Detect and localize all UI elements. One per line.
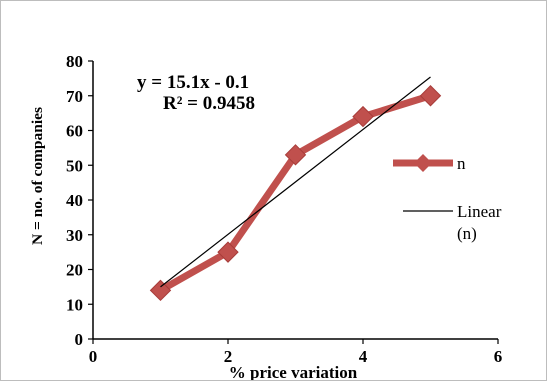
y-tick-label: 30 (66, 226, 83, 245)
y-tick-label: 20 (66, 261, 83, 280)
y-tick-labels: 0 10 20 30 40 50 60 70 80 (66, 52, 93, 349)
equation-annotation: y = 15.1x - 0.1 (137, 72, 249, 93)
legend: n Linear (n) (393, 154, 502, 243)
y-tick-label: 50 (66, 156, 83, 175)
legend-series-label: n (457, 154, 466, 173)
x-tick-label: 4 (359, 347, 368, 366)
y-tick-label: 60 (66, 122, 83, 141)
data-point-marker (149, 279, 172, 302)
y-tick-label: 80 (66, 52, 83, 71)
y-tick-label: 10 (66, 295, 83, 314)
legend-series-marker-icon (414, 154, 432, 172)
data-point-marker (352, 105, 374, 128)
series-line (157, 92, 434, 294)
r-squared-annotation: R² = 0.9458 (163, 93, 255, 114)
y-axis-title: N = no. of companies (30, 107, 46, 245)
y-tick-label: 0 (75, 330, 84, 349)
series-layer (149, 85, 442, 302)
x-tick-label: 2 (224, 347, 233, 366)
data-point-marker (284, 144, 307, 166)
y-tick-label: 40 (66, 191, 83, 210)
x-tick-label: 6 (494, 347, 503, 366)
x-axis-title: % price variation (229, 363, 358, 380)
legend-linear-label: Linear (457, 202, 502, 221)
y-tick-label: 70 (66, 87, 83, 106)
x-tick-label: 0 (89, 347, 98, 366)
x-tick-labels: 0 2 4 6 (89, 339, 503, 366)
legend-linear-label-suffix: (n) (457, 224, 477, 243)
data-point-marker (217, 241, 239, 263)
linear-trendline (160, 76, 431, 288)
data-point-marker (419, 85, 442, 107)
